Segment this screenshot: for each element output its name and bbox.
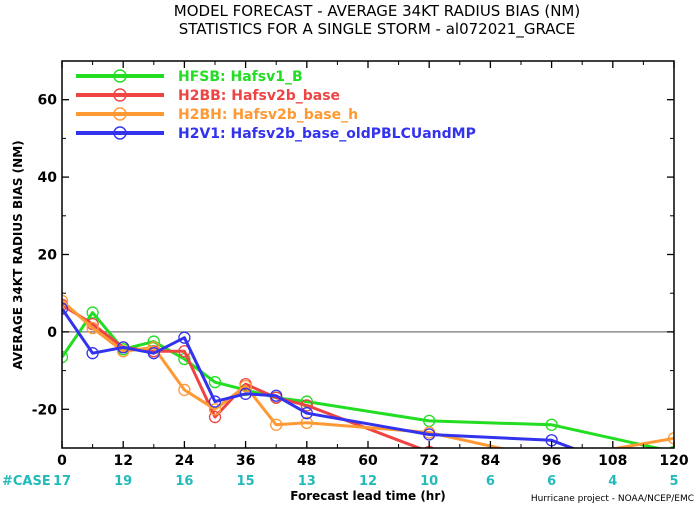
data-point-h2bh [239,379,252,393]
credit-text: Hurricane project - NOAA/NCEP/EMC [531,494,694,504]
x-tick-label: 120 [659,453,688,469]
y-tick-label: 20 [38,248,58,264]
case-count: 16 [175,474,193,489]
legend-marker-hfsb [113,69,127,83]
data-point-hfsb [545,418,558,431]
data-point-h2v1 [178,331,191,344]
data-point-h2v1 [423,428,436,441]
x-tick-label: 12 [113,453,132,469]
plot-area: 0 12 24 36 48 60 72 84 96 108 120 -20 0 20 40 60 [32,60,689,469]
data-point-h2bh [270,418,283,431]
data-point-h2bh [117,345,130,358]
x-tick-label: 48 [297,453,316,469]
case-count: 6 [547,474,556,489]
legend-marker-h2bh [113,107,127,121]
data-point-h2v1 [86,347,99,360]
legend: HFSB: Hafsv1_B H2BB: Hafsv2b_base H2BH: Ha… [76,69,476,142]
y-tick-label: 40 [38,170,58,186]
y-tick-label: 60 [38,93,58,109]
data-point-h2v1 [147,347,160,360]
data-point-h2bb [208,410,222,424]
series-line-hfsb [62,311,664,448]
data-point-h2v1 [62,302,69,315]
plot-frame [61,60,675,449]
legend-entry-h2bb: H2BB: Hafsv2b_base [178,88,340,104]
legend-entry-h2v1: H2V1: Hafsv2b_base_oldPBLCUandMP [178,126,476,142]
x-tick-label: 24 [175,453,195,469]
y-tick-label: -20 [32,402,58,418]
data-point-hfsb [62,350,69,364]
x-tick-label: 72 [419,453,438,469]
data-point-h2bh [208,403,222,416]
case-count: 6 [486,474,495,489]
case-count: 13 [298,474,316,489]
x-tick-label: 60 [358,453,378,469]
series-line-h2bh [62,299,674,448]
data-point-h2bh [667,432,674,445]
case-count: 15 [237,474,255,489]
x-tick-label: 96 [542,453,561,469]
case-count: 10 [420,474,438,489]
case-count: 17 [53,474,71,489]
data-point-h2v1 [208,395,222,408]
y-tick-label: 0 [47,325,57,341]
series-line-h2bb [62,303,424,448]
case-count: 4 [608,474,617,489]
data-point-h2v1 [117,341,130,354]
data-point-h2bh [178,383,191,397]
case-count: 19 [114,474,132,489]
data-point-h2bh [62,294,69,308]
data-point-h2bh [300,416,313,429]
data-point-hfsb [208,376,222,389]
case-count: 12 [359,474,377,489]
data-point-h2v1 [239,387,252,400]
data-point-h2bb [300,399,313,412]
x-tick-label: 84 [481,453,501,469]
x-tick-label: 108 [598,453,627,469]
case-count: 5 [669,474,678,489]
legend-entry-h2bh: H2BH: Hafsv2b_base_h [178,107,358,123]
legend-entry-hfsb: HFSB: Hafsv1_B [178,69,303,85]
chart-title: MODEL FORECAST - AVERAGE 34KT RADIUS BIA… [174,2,580,20]
series-group [62,294,674,448]
y-axis-label: AVERAGE 34KT RADIUS BIAS (NM) [11,140,25,369]
legend-marker-h2v1 [113,126,127,140]
data-point-h2v1 [300,407,313,420]
chart-subtitle: STATISTICS FOR A SINGLE STORM - al072021… [179,20,575,39]
x-tick-label: 36 [236,453,255,469]
x-axis-label: Forecast lead time (hr) [290,489,446,503]
legend-marker-h2bb [113,88,127,102]
data-point-h2v1 [270,389,283,402]
data-point-h2bh [86,321,99,335]
x-tick-label: 0 [57,453,67,469]
case-label: #CASE [2,474,51,489]
